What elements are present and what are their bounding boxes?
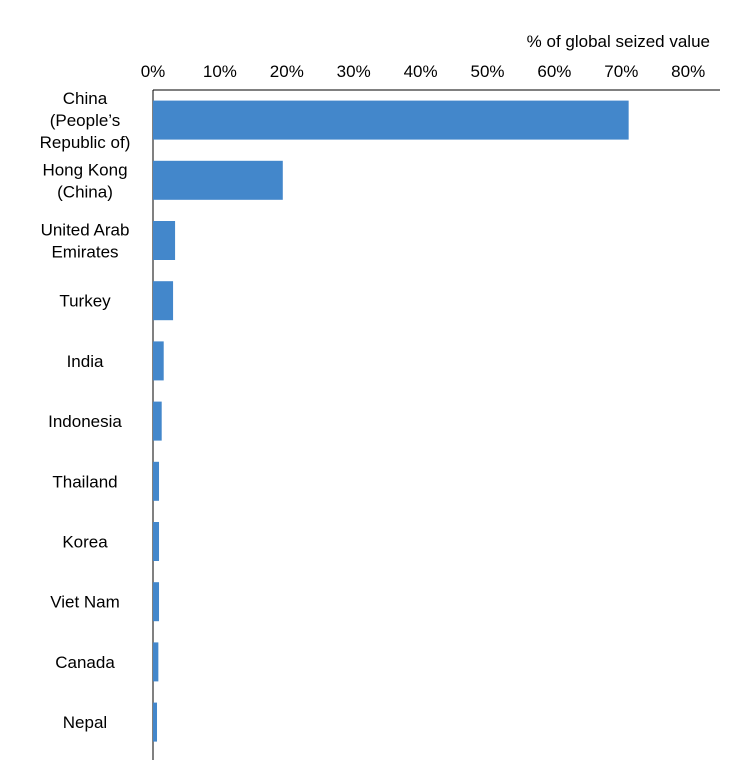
category-label: (People’s [50, 111, 121, 130]
category-label: Indonesia [48, 412, 122, 431]
bar [153, 160, 283, 200]
bar [153, 582, 160, 622]
bar [153, 100, 629, 140]
x-axis-title: % of global seized value [527, 32, 710, 51]
category-label: China [63, 89, 108, 108]
category-label: Turkey [59, 292, 111, 311]
category-label: India [67, 352, 104, 371]
x-tick-label: 40% [404, 62, 438, 81]
x-tick-label: 60% [537, 62, 571, 81]
x-tick-label: 10% [203, 62, 237, 81]
category-label: (China) [57, 182, 113, 201]
x-tick-label: 0% [141, 62, 166, 81]
x-tick-label: 70% [604, 62, 638, 81]
bar [153, 702, 158, 742]
category-label: United Arab [41, 221, 130, 240]
x-tick-label: 30% [337, 62, 371, 81]
bar [153, 522, 160, 561]
category-label: Republic of) [40, 133, 131, 152]
bar [153, 221, 176, 260]
category-label: Hong Kong [42, 160, 127, 179]
bar [153, 281, 174, 321]
category-label: Korea [62, 533, 108, 552]
bar [153, 461, 160, 501]
x-tick-label: 20% [270, 62, 304, 81]
x-tick-label: 80% [671, 62, 705, 81]
bar [153, 642, 159, 682]
category-label: Emirates [51, 243, 118, 262]
x-axis-ticks: 0% 10% 20% 30% 40% 50% 60% 70% 80% [141, 62, 706, 81]
bars [153, 100, 629, 742]
x-tick-label: 50% [470, 62, 504, 81]
category-label: Canada [55, 653, 115, 672]
category-labels: China (People’s Republic of) Hong Kong (Chin… [40, 89, 131, 732]
category-label: Viet Nam [50, 593, 120, 612]
category-label: Thailand [52, 472, 117, 491]
category-label: Nepal [63, 713, 107, 732]
bar [153, 341, 164, 381]
bar [153, 401, 162, 441]
